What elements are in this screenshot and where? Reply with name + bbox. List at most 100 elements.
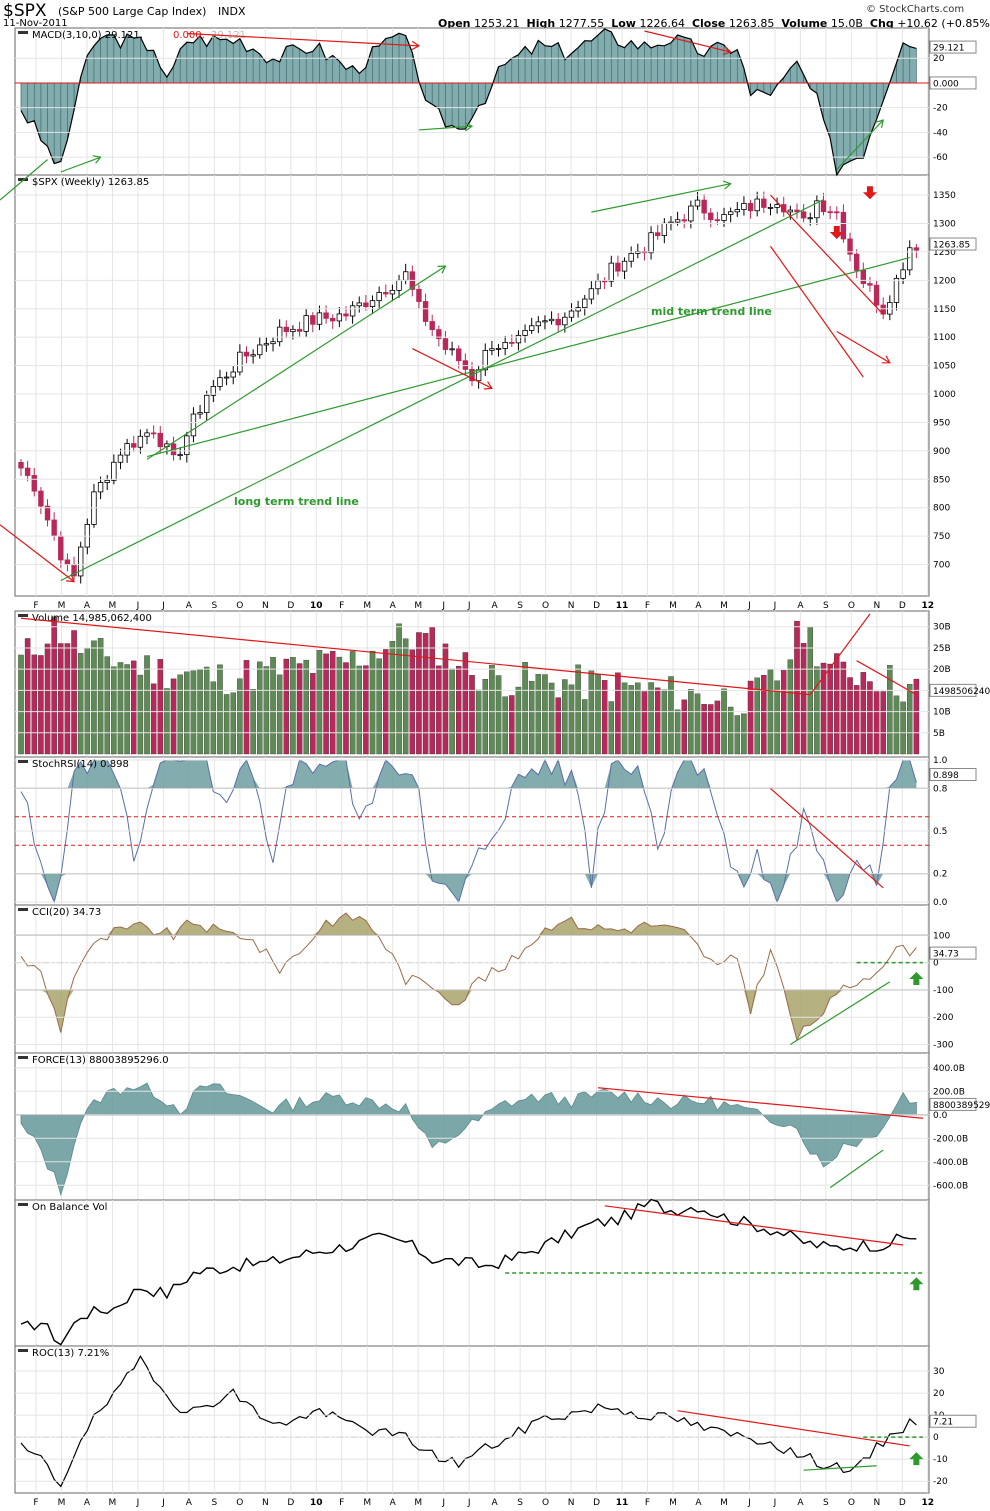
price-candle [64, 559, 71, 565]
volume-bar [170, 678, 177, 755]
volume-bar [150, 683, 157, 755]
volume-bar [310, 673, 316, 755]
x-tick-label: M [414, 601, 422, 611]
y-tick-label: 30 [933, 1367, 945, 1377]
price-candle [363, 302, 369, 307]
macd-value-box-box [929, 40, 977, 54]
volume-bar [515, 686, 522, 755]
y-tick-label: -10 [933, 1455, 948, 1465]
y-tick-label: 0 [933, 959, 939, 969]
price-candle [296, 328, 303, 332]
trend-arrow-head [722, 45, 732, 55]
price-candle [104, 479, 110, 483]
y-tick-label: 10B [933, 708, 951, 718]
volume-bar [462, 652, 469, 755]
stochrsi-overbought-area [21, 760, 917, 789]
legend-swatch [18, 614, 28, 617]
y-tick-label: -100 [933, 986, 954, 996]
red-arrow [644, 30, 731, 53]
volume-bar [44, 643, 51, 755]
price-candle [562, 316, 568, 326]
volume-bar [104, 656, 110, 755]
y-tick-label: 0 [933, 1433, 939, 1443]
volume-bar [568, 684, 575, 755]
volume-bar [800, 643, 807, 755]
volume-bar [847, 677, 853, 755]
volume-bar [402, 638, 409, 755]
macd-value-box: 29.121 [933, 44, 965, 54]
red-arrow [0, 524, 75, 583]
price-candle [655, 232, 661, 236]
price-candle [117, 454, 124, 463]
price-candle [230, 371, 236, 378]
price-candle [330, 317, 336, 322]
cci-value-box-box [929, 946, 977, 960]
volume-bar [562, 679, 568, 755]
y-tick-label: 700 [933, 561, 950, 571]
x-tick-label: S [823, 1498, 829, 1508]
y-tick-label: 1250 [933, 248, 956, 258]
price-candle [509, 342, 515, 344]
price-candle [389, 289, 396, 295]
y-tick-label: 0.5 [933, 827, 947, 837]
trend-arrow-head [722, 180, 732, 190]
volume-bar [913, 678, 920, 755]
macd-zero-box: 0.000 [933, 79, 959, 89]
cci-neg-area [21, 989, 917, 1041]
x-tick-label: M [669, 1498, 677, 1508]
green-arrow [60, 156, 101, 173]
volume-bar [64, 643, 71, 755]
roc-trend-line [677, 1410, 910, 1447]
x-tick-label: D [593, 601, 600, 611]
trend-arrow-head [464, 122, 474, 132]
price-candle [853, 253, 860, 271]
price-candle [51, 519, 57, 537]
volume-bar [422, 633, 429, 755]
y-tick-label: 1.0 [933, 756, 948, 766]
volume-bar [648, 682, 654, 755]
x-tick-label: 12 [922, 1498, 935, 1508]
price-candle [283, 326, 289, 332]
force-trend-line [829, 1149, 884, 1189]
price-candle [276, 326, 283, 343]
macd-signal-value: 0.000, [173, 30, 205, 41]
x-tick-label: A [186, 601, 193, 611]
price-candle [913, 247, 920, 251]
volume-bar [588, 670, 595, 755]
x-tick-label: O [848, 1498, 855, 1508]
volume-bar [144, 655, 150, 755]
volume-bar [276, 674, 283, 755]
cci-trend-line [790, 981, 891, 1046]
volume-bar [668, 676, 674, 755]
volume-bar [787, 659, 794, 755]
volume-bar [747, 680, 754, 755]
force-trend-line [597, 1087, 924, 1119]
volume-bar [615, 672, 621, 755]
price-candle [814, 200, 820, 219]
stochrsi-oversold-area [21, 873, 917, 902]
y-tick-label: 1150 [933, 305, 956, 315]
y-tick-label: 20B [933, 665, 951, 675]
x-tick-label: A [797, 601, 804, 611]
price-candle [482, 349, 488, 371]
price-candle [310, 315, 316, 325]
price-candle [542, 320, 548, 323]
price-candle [257, 344, 263, 356]
volume-bar [250, 689, 256, 755]
volume-bar [329, 650, 336, 755]
long-term-trend-line [60, 199, 824, 582]
volume-bar [867, 681, 873, 755]
red-arrow [836, 330, 891, 364]
volume-bar [58, 643, 64, 755]
trend-arrow-head [66, 573, 75, 583]
volume-bar [681, 699, 687, 755]
price-candle [383, 292, 389, 295]
long-term-note: long term trend line [234, 495, 359, 508]
volume-bar [396, 623, 402, 755]
x-tick-label: 10 [310, 601, 323, 611]
volume-bar [157, 659, 164, 755]
volume-bar [502, 696, 508, 755]
price-candle [840, 211, 847, 240]
x-tick-label: A [390, 601, 397, 611]
price-candle [674, 219, 681, 223]
